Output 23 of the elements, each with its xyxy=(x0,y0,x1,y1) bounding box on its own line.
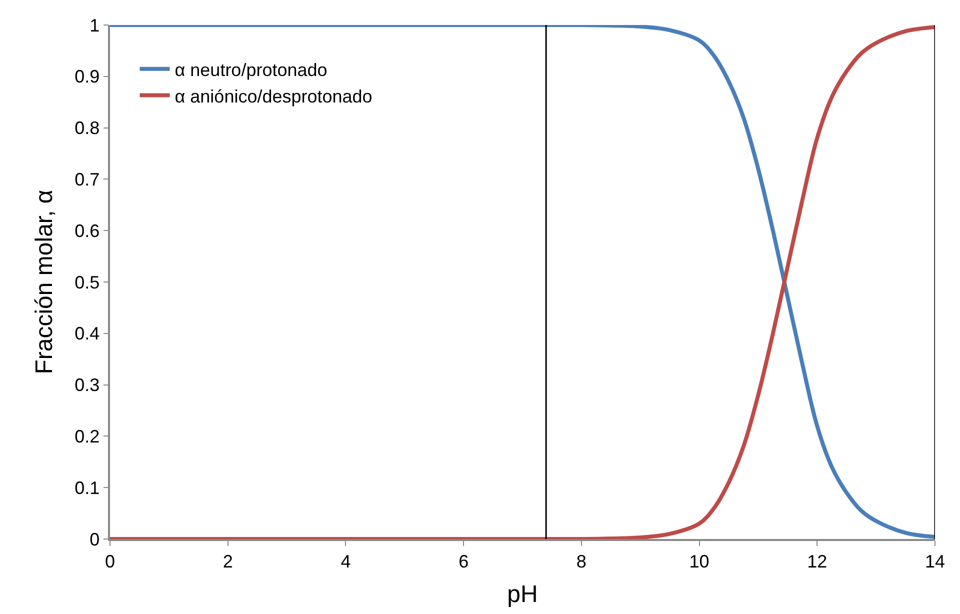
legend-label: α aniónico/desprotonado xyxy=(174,86,372,106)
y-tick-label: 1 xyxy=(90,15,100,36)
x-tick-label: 2 xyxy=(222,551,233,572)
x-tick-label: 6 xyxy=(458,551,469,572)
x-tick-label: 0 xyxy=(104,551,116,572)
y-tick-label: 0.3 xyxy=(74,375,100,396)
legend-label: α neutro/protonado xyxy=(174,60,328,80)
y-tick-label: 0 xyxy=(90,529,100,550)
y-tick-label: 0.8 xyxy=(74,118,100,138)
x-tick-label: 8 xyxy=(576,551,586,572)
y-axis-title: Fracción molar, α xyxy=(31,190,58,374)
x-tick-label: 10 xyxy=(689,551,710,572)
x-tick-label: 14 xyxy=(924,551,946,572)
x-axis-title: pH xyxy=(507,581,538,608)
y-tick-label: 0.4 xyxy=(74,324,100,344)
y-tick-label: 0.2 xyxy=(74,426,100,446)
x-tick-label: 4 xyxy=(340,551,351,572)
y-tick-label: 0.1 xyxy=(74,478,100,498)
y-tick-label: 0.5 xyxy=(74,272,100,292)
y-tick-label: 0.9 xyxy=(74,66,100,87)
y-tick-label: 0.6 xyxy=(74,220,100,241)
x-tick-label: 12 xyxy=(807,551,828,572)
y-tick-label: 0.7 xyxy=(74,170,100,190)
